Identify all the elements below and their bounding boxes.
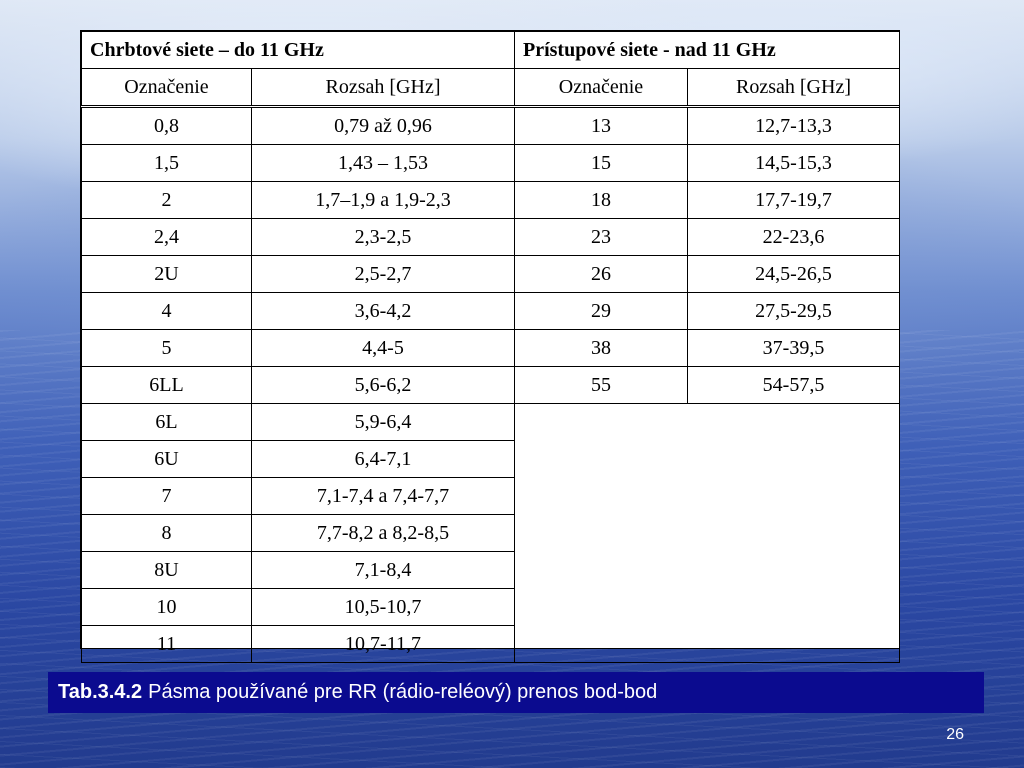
column-header-label-left: Označenie xyxy=(81,68,252,108)
band-label: 8U xyxy=(81,551,252,589)
table-row: 8U 7,1-8,4 xyxy=(81,551,900,589)
band-range: 10,5-10,7 xyxy=(251,588,515,626)
band-range: 5,9-6,4 xyxy=(251,403,515,441)
band-range: 22-23,6 xyxy=(686,218,901,256)
band-range: 24,5-26,5 xyxy=(686,255,901,293)
group-header-access: Prístupové siete - nad 11 GHz xyxy=(513,31,901,69)
band-label: 8 xyxy=(81,514,252,552)
band-label: 2,4 xyxy=(81,218,252,256)
table-row: 11 10,7-11,7 xyxy=(81,625,900,663)
band-range: 2,3-2,5 xyxy=(251,218,515,256)
band-range: 3,6-4,2 xyxy=(251,292,515,330)
table-row: 0,8 0,79 až 0,96 13 12,7-13,3 xyxy=(81,106,901,145)
band-label: 26 xyxy=(514,255,688,293)
table-row: 6U 6,4-7,1 xyxy=(81,440,900,478)
table-row: 2 1,7–1,9 a 1,9-2,3 18 17,7-19,7 xyxy=(81,181,901,219)
band-range: 1,7–1,9 a 1,9-2,3 xyxy=(251,181,515,219)
band-label: 2 xyxy=(81,181,252,219)
band-label: 11 xyxy=(81,625,252,663)
band-label: 23 xyxy=(514,218,688,256)
caption-label: Tab.3.4.2 xyxy=(58,681,143,703)
table-row: 4 3,6-4,2 29 27,5-29,5 xyxy=(81,292,901,330)
band-range: 1,43 – 1,53 xyxy=(251,144,515,182)
table-row: 1,5 1,43 – 1,53 15 14,5-15,3 xyxy=(81,144,901,182)
table-group-header-row: Chrbtové siete – do 11 GHz Prístupové si… xyxy=(81,31,901,69)
band-label: 1,5 xyxy=(81,144,252,182)
table-row: 6L 5,9-6,4 xyxy=(81,403,901,663)
band-label: 29 xyxy=(514,292,688,330)
band-label: 38 xyxy=(514,329,688,367)
band-range: 12,7-13,3 xyxy=(686,106,901,145)
column-header-label-right: Označenie xyxy=(514,68,688,108)
group-header-backbone: Chrbtové siete – do 11 GHz xyxy=(81,31,515,69)
band-label: 10 xyxy=(81,588,252,626)
band-range: 4,4-5 xyxy=(251,329,515,367)
band-range: 0,79 až 0,96 xyxy=(251,106,515,145)
table-row: 6LL 5,6-6,2 55 54-57,5 xyxy=(81,366,901,404)
band-label: 6LL xyxy=(81,366,252,404)
table-row: 7 7,1-7,4 a 7,4-7,7 xyxy=(81,477,900,515)
band-label: 2U xyxy=(81,255,252,293)
band-label: 5 xyxy=(81,329,252,367)
band-label: 4 xyxy=(81,292,252,330)
column-header-range-left: Rozsah [GHz] xyxy=(251,68,515,108)
table-row: 2U 2,5-2,7 26 24,5-26,5 xyxy=(81,255,901,293)
band-range: 7,1-7,4 a 7,4-7,7 xyxy=(251,477,515,515)
table-column-header-row: Označenie Rozsah [GHz] Označenie Rozsah … xyxy=(81,68,901,108)
band-range: 7,7-8,2 a 8,2-8,5 xyxy=(251,514,515,552)
table-row: 10 10,5-10,7 xyxy=(81,588,900,626)
band-label: 55 xyxy=(514,366,688,404)
band-label: 18 xyxy=(514,181,688,219)
band-label: 6L xyxy=(81,403,252,441)
band-label: 6U xyxy=(81,440,252,478)
band-range: 54-57,5 xyxy=(686,366,901,404)
band-range: 17,7-19,7 xyxy=(686,181,901,219)
empty-cell xyxy=(513,403,901,663)
band-range: 10,7-11,7 xyxy=(251,625,515,663)
band-range: 37-39,5 xyxy=(686,329,901,367)
band-label: 7 xyxy=(81,477,252,515)
table-body: 0,8 0,79 až 0,96 13 12,7-13,3 1,5 1,43 – 1,53… xyxy=(81,106,901,663)
band-range: 5,6-6,2 xyxy=(251,366,515,404)
table-row: 8 7,7-8,2 a 8,2-8,5 xyxy=(81,514,900,552)
table-row: 2,4 2,3-2,5 23 22-23,6 xyxy=(81,218,901,256)
band-range: 6,4-7,1 xyxy=(251,440,515,478)
column-header-range-right: Rozsah [GHz] xyxy=(686,68,901,108)
band-range: 2,5-2,7 xyxy=(251,255,515,293)
band-range: 14,5-15,3 xyxy=(686,144,901,182)
caption-text: Pásma používané pre RR (rádio-reléový) p… xyxy=(148,681,658,703)
frequency-bands-table: Chrbtové siete – do 11 GHz Prístupové si… xyxy=(80,30,901,663)
band-label: 13 xyxy=(514,106,688,145)
band-range: 7,1-8,4 xyxy=(251,551,515,589)
band-range: 27,5-29,5 xyxy=(686,292,901,330)
band-label: 0,8 xyxy=(81,106,252,145)
table-row: 5 4,4-5 38 37-39,5 xyxy=(81,329,901,367)
bands-table: Chrbtové siete – do 11 GHz Prístupové si… xyxy=(81,31,901,663)
band-label: 15 xyxy=(514,144,688,182)
table-caption: Tab.3.4.2 Pásma používané pre RR (rádio-… xyxy=(48,672,984,713)
page-number: 26 xyxy=(946,726,964,743)
